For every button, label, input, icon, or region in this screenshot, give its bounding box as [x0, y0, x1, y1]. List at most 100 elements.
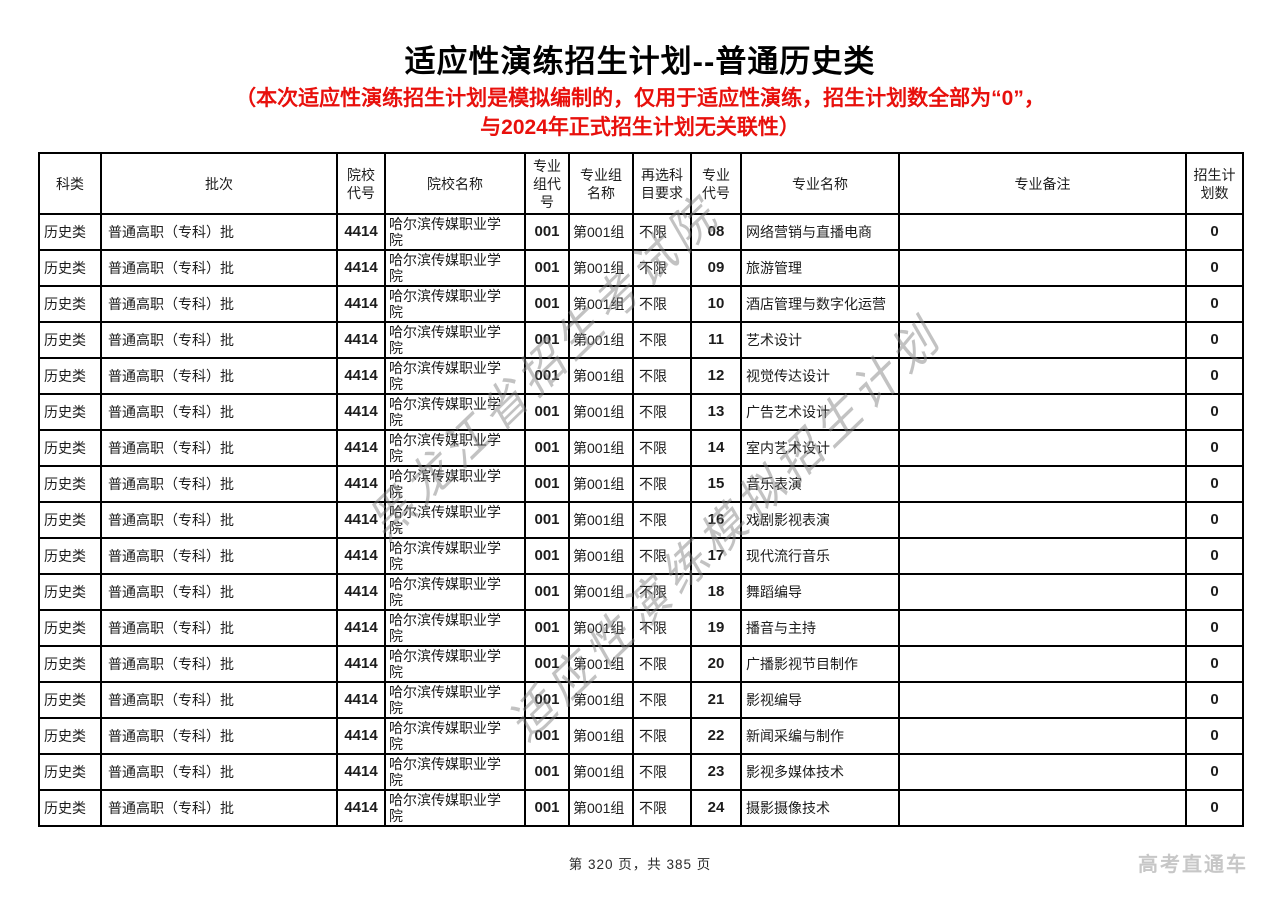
- cell-college-name: 哈尔滨传媒职业学院: [384, 681, 526, 719]
- cell-major-note: [898, 609, 1187, 647]
- cell-batch: 普通高职（专科）批: [100, 501, 338, 539]
- cell-major-note: [898, 573, 1187, 611]
- cell-major-code: 21: [690, 681, 742, 719]
- page-number: 第 320 页，共 385 页: [568, 857, 712, 872]
- cell-plan-count: 0: [1185, 609, 1244, 647]
- cell-group-code: 001: [524, 573, 570, 611]
- cell-subject-requirement: 不限: [632, 537, 692, 575]
- cell-group-code: 001: [524, 645, 570, 683]
- cell-group-name: 第001组: [568, 285, 634, 323]
- table-row: 历史类 普通高职（专科）批 4414 哈尔滨传媒职业学院 001 第001组 不限 17 现代流…: [38, 537, 1244, 575]
- cell-major-name: 影视多媒体技术: [740, 753, 900, 791]
- cell-group-name: 第001组: [568, 357, 634, 395]
- cell-batch: 普通高职（专科）批: [100, 285, 338, 323]
- cell-subject: 历史类: [38, 753, 102, 791]
- cell-major-code: 10: [690, 285, 742, 323]
- cell-major-name: 舞蹈编导: [740, 573, 900, 611]
- cell-group-name: 第001组: [568, 573, 634, 611]
- col-header-group-code: 专业组代号: [524, 152, 570, 215]
- cell-subject: 历史类: [38, 321, 102, 359]
- cell-group-name: 第001组: [568, 789, 634, 827]
- cell-batch: 普通高职（专科）批: [100, 717, 338, 755]
- cell-major-note: [898, 681, 1187, 719]
- cell-subject-requirement: 不限: [632, 573, 692, 611]
- col-header-college-code: 院校代号: [336, 152, 386, 215]
- cell-major-note: [898, 429, 1187, 467]
- cell-batch: 普通高职（专科）批: [100, 573, 338, 611]
- cell-group-code: 001: [524, 681, 570, 719]
- cell-plan-count: 0: [1185, 573, 1244, 611]
- cell-group-name: 第001组: [568, 753, 634, 791]
- cell-group-name: 第001组: [568, 321, 634, 359]
- cell-major-note: [898, 501, 1187, 539]
- cell-college-code: 4414: [336, 609, 386, 647]
- cell-group-name: 第001组: [568, 213, 634, 251]
- cell-group-code: 001: [524, 249, 570, 287]
- cell-group-name: 第001组: [568, 465, 634, 503]
- cell-group-code: 001: [524, 789, 570, 827]
- cell-batch: 普通高职（专科）批: [100, 645, 338, 683]
- table-row: 历史类 普通高职（专科）批 4414 哈尔滨传媒职业学院 001 第001组 不限 20 广播影…: [38, 645, 1244, 683]
- cell-subject: 历史类: [38, 465, 102, 503]
- cell-group-name: 第001组: [568, 681, 634, 719]
- cell-major-name: 现代流行音乐: [740, 537, 900, 575]
- cell-subject: 历史类: [38, 429, 102, 467]
- cell-college-code: 4414: [336, 501, 386, 539]
- cell-group-code: 001: [524, 429, 570, 467]
- cell-plan-count: 0: [1185, 717, 1244, 755]
- cell-subject: 历史类: [38, 213, 102, 251]
- cell-subject-requirement: 不限: [632, 393, 692, 431]
- table-row: 历史类 普通高职（专科）批 4414 哈尔滨传媒职业学院 001 第001组 不限 16 戏剧影…: [38, 501, 1244, 539]
- cell-subject: 历史类: [38, 717, 102, 755]
- cell-plan-count: 0: [1185, 465, 1244, 503]
- cell-major-code: 24: [690, 789, 742, 827]
- table-row: 历史类 普通高职（专科）批 4414 哈尔滨传媒职业学院 001 第001组 不限 19 播音与…: [38, 609, 1244, 647]
- cell-group-name: 第001组: [568, 717, 634, 755]
- cell-major-name: 室内艺术设计: [740, 429, 900, 467]
- cell-group-name: 第001组: [568, 501, 634, 539]
- cell-subject-requirement: 不限: [632, 249, 692, 287]
- cell-major-name: 摄影摄像技术: [740, 789, 900, 827]
- cell-college-code: 4414: [336, 465, 386, 503]
- cell-subject: 历史类: [38, 249, 102, 287]
- notice-line-2: 与2024年正式招生计划无关联性）: [480, 116, 800, 139]
- cell-group-code: 001: [524, 753, 570, 791]
- cell-major-code: 16: [690, 501, 742, 539]
- table-row: 历史类 普通高职（专科）批 4414 哈尔滨传媒职业学院 001 第001组 不限 10 酒店管…: [38, 285, 1244, 323]
- cell-group-code: 001: [524, 717, 570, 755]
- cell-batch: 普通高职（专科）批: [100, 681, 338, 719]
- cell-major-note: [898, 321, 1187, 359]
- cell-major-code: 18: [690, 573, 742, 611]
- col-header-subject-requirement: 再选科目要求: [632, 152, 692, 215]
- cell-batch: 普通高职（专科）批: [100, 321, 338, 359]
- cell-major-note: [898, 213, 1187, 251]
- cell-group-code: 001: [524, 357, 570, 395]
- cell-major-name: 音乐表演: [740, 465, 900, 503]
- cell-major-name: 影视编导: [740, 681, 900, 719]
- cell-subject: 历史类: [38, 645, 102, 683]
- cell-subject-requirement: 不限: [632, 501, 692, 539]
- cell-college-name: 哈尔滨传媒职业学院: [384, 285, 526, 323]
- cell-plan-count: 0: [1185, 681, 1244, 719]
- cell-college-name: 哈尔滨传媒职业学院: [384, 357, 526, 395]
- cell-group-code: 001: [524, 537, 570, 575]
- cell-group-name: 第001组: [568, 429, 634, 467]
- cell-subject-requirement: 不限: [632, 285, 692, 323]
- cell-college-code: 4414: [336, 789, 386, 827]
- table-row: 历史类 普通高职（专科）批 4414 哈尔滨传媒职业学院 001 第001组 不限 22 新闻采…: [38, 717, 1244, 755]
- page-title: 适应性演练招生计划--普通历史类: [404, 44, 876, 79]
- cell-college-code: 4414: [336, 393, 386, 431]
- cell-college-name: 哈尔滨传媒职业学院: [384, 609, 526, 647]
- cell-plan-count: 0: [1185, 429, 1244, 467]
- cell-plan-count: 0: [1185, 249, 1244, 287]
- cell-college-code: 4414: [336, 321, 386, 359]
- cell-major-code: 08: [690, 213, 742, 251]
- cell-group-code: 001: [524, 609, 570, 647]
- cell-college-name: 哈尔滨传媒职业学院: [384, 213, 526, 251]
- cell-subject: 历史类: [38, 573, 102, 611]
- cell-batch: 普通高职（专科）批: [100, 753, 338, 791]
- cell-college-name: 哈尔滨传媒职业学院: [384, 753, 526, 791]
- cell-subject: 历史类: [38, 357, 102, 395]
- cell-college-code: 4414: [336, 537, 386, 575]
- cell-subject-requirement: 不限: [632, 681, 692, 719]
